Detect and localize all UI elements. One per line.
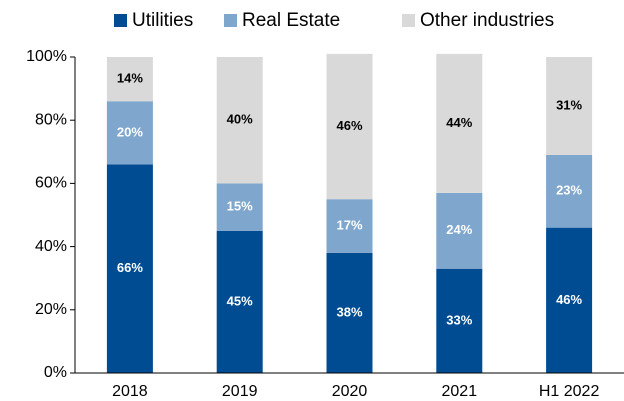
bar-segment [106, 101, 153, 165]
legend-label: Other industries [420, 10, 554, 31]
value-label: 15% [227, 199, 253, 214]
x-tick-label: 2021 [442, 383, 478, 400]
value-label: 66% [117, 260, 143, 275]
legend-label: Real Estate [242, 10, 340, 31]
value-label: 46% [556, 292, 582, 307]
bar-segment [436, 192, 483, 269]
value-label: 23% [556, 183, 582, 198]
bar-segment [216, 57, 263, 184]
legend-label: Utilities [132, 10, 193, 31]
legend-swatch [224, 14, 237, 27]
y-tick-label: 80% [35, 111, 67, 128]
x-tick-label: 2020 [332, 383, 368, 400]
x-tick-label: 2018 [112, 383, 148, 400]
bar-segment [326, 53, 373, 200]
legend-swatch [114, 14, 127, 27]
legend-swatch [402, 14, 415, 27]
bar-segment [436, 53, 483, 193]
x-tick-label: H1 2022 [539, 383, 600, 400]
y-tick-label: 0% [44, 364, 67, 381]
y-tick-label: 60% [35, 175, 67, 192]
value-label: 40% [227, 112, 253, 127]
bar-segment [326, 252, 373, 373]
y-tick-label: 40% [35, 238, 67, 255]
bar-segment [106, 164, 153, 373]
y-tick-label: 100% [26, 48, 67, 65]
bar-segment [546, 57, 593, 155]
bar-segment [216, 230, 263, 373]
value-label: 45% [227, 293, 253, 308]
bar-segment [326, 199, 373, 253]
value-label: 44% [446, 115, 472, 130]
y-tick-label: 20% [35, 301, 67, 318]
value-label: 14% [117, 71, 143, 86]
value-label: 33% [446, 312, 472, 327]
x-tick-label: 2019 [222, 383, 258, 400]
value-label: 46% [336, 118, 362, 133]
bar-segment [436, 268, 483, 373]
value-label: 20% [117, 124, 143, 139]
value-label: 38% [336, 304, 362, 319]
bar-segment [546, 154, 593, 228]
value-label: 17% [336, 217, 362, 232]
bar-segment [216, 183, 263, 231]
value-label: 31% [556, 97, 582, 112]
bar-segment [106, 57, 153, 102]
value-label: 24% [446, 222, 472, 237]
bar-segment [546, 227, 593, 373]
